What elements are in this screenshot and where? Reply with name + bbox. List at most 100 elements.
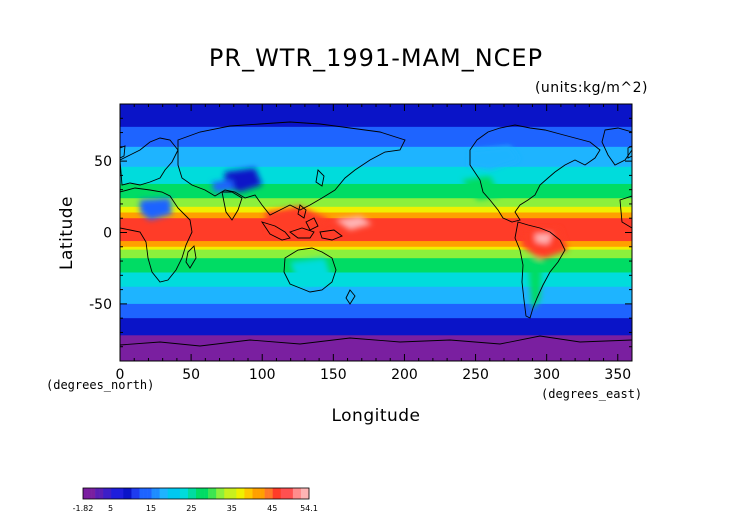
y-tick-label: 0 <box>103 226 112 242</box>
field-region-6 <box>140 198 172 220</box>
colorbar-swatch <box>131 488 136 499</box>
axis-tick-labels: 0 50 100 150 200 250 300 350 50 0 -50 <box>89 154 631 383</box>
x-tick-label: 150 <box>320 367 347 383</box>
coastline-asia <box>177 121 406 216</box>
colorbar-label: -1.82 <box>73 504 94 513</box>
colorbar-swatch <box>208 488 213 499</box>
colorbar-swatch <box>288 488 294 499</box>
y-tick-label: 50 <box>94 154 112 170</box>
coastline-india <box>221 191 243 221</box>
field-region-5 <box>224 168 262 192</box>
colorbar-swatch <box>276 488 282 499</box>
x-unit-note: (degrees_east) <box>541 387 642 401</box>
colorbar-swatch <box>304 488 310 499</box>
colorbar-swatch <box>159 488 165 499</box>
x-tick-label: 0 <box>116 367 125 383</box>
colorbar-swatch <box>228 488 233 499</box>
x-axis-label: Longitude <box>331 406 420 426</box>
colorbar-swatch <box>91 488 96 499</box>
colorbar-label: 25 <box>186 504 196 513</box>
field-region-9 <box>212 180 234 192</box>
colorbar-swatch <box>115 488 120 499</box>
colorbar-swatch <box>200 488 205 499</box>
colorbar-swatch <box>147 488 152 499</box>
coastline-north-america <box>469 124 601 223</box>
field-band-16 <box>120 218 632 242</box>
colorbar-swatch <box>99 488 104 499</box>
map-title: PR_WTR_1991-MAM_NCEP <box>208 44 544 72</box>
coastline-japan <box>315 169 325 187</box>
colorbar-swatch <box>179 488 185 499</box>
colorbar-swatch <box>264 488 269 499</box>
y-tick-label: -50 <box>89 297 112 313</box>
y-axis-label: Latitude <box>57 196 77 270</box>
colorbar-labels: -1.82 5 15 25 35 45 54.1 <box>73 504 318 513</box>
colorbar-swatch <box>256 488 261 499</box>
colorbar-swatch <box>232 488 237 499</box>
coastline-africa <box>120 187 193 283</box>
coastline-new-zealand <box>345 289 356 305</box>
field-region-4 <box>528 258 542 310</box>
colorbar-swatch <box>119 488 124 499</box>
colorbar-swatch <box>300 488 306 499</box>
coastline-antarctica <box>120 335 632 347</box>
colorbar-swatch <box>111 488 116 499</box>
colorbar-swatch <box>95 488 100 499</box>
colorbar-swatch <box>135 488 140 499</box>
field-region-8 <box>468 146 520 170</box>
x-tick-label: 250 <box>462 367 489 383</box>
coastline-indonesia <box>260 217 343 241</box>
x-tick-label: 350 <box>604 367 631 383</box>
colorbar-label: 35 <box>227 504 237 513</box>
colorbar-swatch <box>196 488 201 499</box>
colorbar-label: 5 <box>108 504 113 513</box>
colorbar-swatch <box>220 488 225 499</box>
colorbar-swatch <box>248 488 253 499</box>
x-tick-label: 300 <box>533 367 560 383</box>
colorbar-swatch <box>83 488 88 499</box>
colorbar-swatch <box>151 488 156 499</box>
colorbar-swatch <box>292 488 298 499</box>
colorbar-swatch <box>171 488 177 499</box>
colorbar-label: 54.1 <box>300 504 318 513</box>
colorbar-swatch <box>296 488 302 499</box>
field-region-1 <box>335 216 372 230</box>
colorbar-swatch <box>260 488 265 499</box>
coastline-south-america <box>514 221 566 319</box>
colorbar-swatch <box>280 488 286 499</box>
field-region-10 <box>290 258 332 288</box>
colorbar-label: 45 <box>267 504 277 513</box>
field-region-7 <box>462 176 500 200</box>
colorbar-label: 15 <box>146 504 156 513</box>
x-tick-label: 50 <box>182 367 200 383</box>
colorbar-swatch <box>236 488 241 499</box>
colorbar <box>83 488 310 499</box>
colorbar-swatch <box>167 488 173 499</box>
field-region-3 <box>535 234 552 244</box>
coastline-australia <box>283 247 337 293</box>
colorbar-swatch <box>204 488 209 499</box>
field-band-1 <box>120 312 632 336</box>
colorbar-swatch <box>187 488 193 499</box>
colorbar-swatch <box>284 488 290 499</box>
y-unit-note: (degrees_north) <box>46 378 154 392</box>
units-label: (units:kg/m^2) <box>534 80 648 96</box>
colorbar-swatch <box>216 488 221 499</box>
colorbar-swatch <box>244 488 249 499</box>
colorbar-swatch <box>123 488 128 499</box>
precipitable-water-field <box>120 104 632 361</box>
colorbar-swatch <box>163 488 169 499</box>
coastline-africa-west <box>619 195 632 229</box>
colorbar-frame <box>82 487 310 500</box>
colorbar-swatch <box>103 488 108 499</box>
x-tick-label: 200 <box>391 367 418 383</box>
colorbar-swatch <box>252 488 257 499</box>
colorbar-swatch <box>87 488 92 499</box>
colorbar-swatch <box>143 488 148 499</box>
coastline-europe <box>120 137 179 186</box>
colorbar-swatch <box>155 488 160 499</box>
colorbar-swatch <box>212 488 217 499</box>
colorbar-swatch <box>268 488 273 499</box>
colorbar-swatch <box>272 488 278 499</box>
